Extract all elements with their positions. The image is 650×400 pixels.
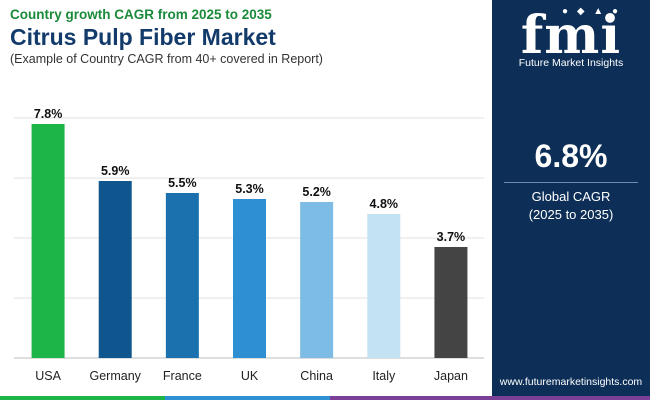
- bottom-bar-purple: [330, 396, 650, 400]
- sidebar-panel: ● ◆ ▲ ● fmi Future Market Insights 6.8% …: [492, 0, 650, 400]
- x-tick-label-japan: Japan: [434, 369, 468, 383]
- logo-subtitle: Future Market Insights: [518, 57, 624, 69]
- bar-japan: [434, 247, 468, 358]
- bar-chart: 7.8% USA 5.9% Germany 5.5% France 5.3% UK 5.2% Ch…: [14, 107, 484, 383]
- global-cagr-label-text: Global CAGR: [531, 189, 611, 204]
- bar-usa: [31, 124, 65, 358]
- x-tick-label-germany: Germany: [90, 369, 142, 383]
- website-link[interactable]: www.futuremarketinsights.com: [499, 376, 643, 388]
- bar-china: [300, 202, 334, 358]
- bottom-bar-blue: [165, 396, 330, 400]
- x-tick-label-china: China: [300, 369, 333, 383]
- fmi-logo: fmi: [520, 5, 622, 66]
- chart-title: Citrus Pulp Fiber Market: [10, 24, 276, 50]
- data-label-china: 5.2%: [302, 185, 331, 199]
- bar-italy: [367, 214, 401, 358]
- chart-note: (Example of Country CAGR from 40+ covere…: [10, 52, 323, 66]
- divider: [504, 182, 638, 183]
- data-label-france: 5.5%: [168, 176, 197, 190]
- bar-france: [165, 193, 199, 358]
- x-tick-label-usa: USA: [35, 369, 61, 383]
- x-tick-label-france: France: [163, 369, 202, 383]
- data-label-japan: 3.7%: [437, 230, 466, 244]
- global-cagr-value: 6.8%: [534, 138, 608, 174]
- global-cagr-period: (2025 to 2035): [528, 207, 614, 222]
- x-tick-label-italy: Italy: [372, 369, 396, 383]
- bar-germany: [98, 181, 132, 358]
- global-cagr-label: Global CAGR (2025 to 2035): [492, 188, 650, 224]
- header: Country growth CAGR from 2025 to 2035 Ci…: [10, 6, 480, 67]
- bar-uk: [233, 199, 266, 358]
- data-label-usa: 7.8%: [34, 107, 63, 121]
- data-label-germany: 5.9%: [101, 164, 130, 178]
- bottom-bar-green: [0, 396, 165, 400]
- chart-subtitle: Country growth CAGR from 2025 to 2035: [10, 7, 272, 22]
- x-tick-label-uk: UK: [241, 369, 259, 383]
- data-label-uk: 5.3%: [235, 182, 264, 196]
- data-label-italy: 4.8%: [370, 197, 399, 211]
- logo-icons: ● ◆ ▲ ●: [562, 6, 622, 17]
